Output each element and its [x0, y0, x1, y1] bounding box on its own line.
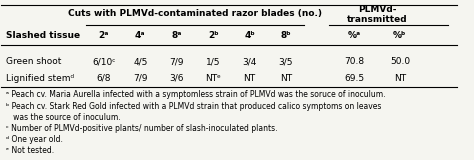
Text: was the source of inoculum.: was the source of inoculum. [6, 113, 120, 122]
Text: 7/9: 7/9 [133, 74, 147, 83]
Text: Lignified stemᵈ: Lignified stemᵈ [6, 74, 74, 83]
Text: %ᵇ: %ᵇ [393, 31, 407, 40]
Text: 7/9: 7/9 [170, 57, 184, 66]
Text: %ᵃ: %ᵃ [348, 31, 361, 40]
Text: 2ᵃ: 2ᵃ [99, 31, 109, 40]
Text: ᵉ Not tested.: ᵉ Not tested. [6, 146, 54, 155]
Text: 8ᵇ: 8ᵇ [281, 31, 292, 40]
Text: NT: NT [280, 74, 292, 83]
Text: 6/10ᶜ: 6/10ᶜ [92, 57, 116, 66]
Text: PLMVd-
transmitted: PLMVd- transmitted [347, 5, 408, 24]
Text: 8ᵃ: 8ᵃ [172, 31, 182, 40]
Text: 70.8: 70.8 [344, 57, 365, 66]
Text: 4ᵇ: 4ᵇ [244, 31, 255, 40]
Text: 2ᵇ: 2ᵇ [208, 31, 219, 40]
Text: 50.0: 50.0 [390, 57, 410, 66]
Text: Slashed tissue: Slashed tissue [6, 31, 80, 40]
Text: 6/8: 6/8 [97, 74, 111, 83]
Text: NTᵉ: NTᵉ [205, 74, 221, 83]
Text: 4/5: 4/5 [133, 57, 147, 66]
Text: 69.5: 69.5 [344, 74, 365, 83]
Text: 3/5: 3/5 [279, 57, 293, 66]
Text: 1/5: 1/5 [206, 57, 220, 66]
Text: ᵃ Peach cv. Maria Aurella infected with a symptomless strain of PLMVd was the so: ᵃ Peach cv. Maria Aurella infected with … [6, 90, 385, 99]
Text: 3/6: 3/6 [170, 74, 184, 83]
Text: NT: NT [394, 74, 406, 83]
Text: ᵇ Peach cv. Stark Red Gold infected with a PLMVd strain that produced calico sym: ᵇ Peach cv. Stark Red Gold infected with… [6, 102, 381, 111]
Text: ᶜ Number of PLMVd-positive plants/ number of slash-inoculated plants.: ᶜ Number of PLMVd-positive plants/ numbe… [6, 124, 277, 133]
Text: 4ᵃ: 4ᵃ [135, 31, 146, 40]
Text: ᵈ One year old.: ᵈ One year old. [6, 135, 63, 144]
Text: Cuts with PLMVd-contaminated razor blades (no.): Cuts with PLMVd-contaminated razor blade… [68, 9, 322, 18]
Text: 3/4: 3/4 [242, 57, 257, 66]
Text: Green shoot: Green shoot [6, 57, 61, 66]
Text: NT: NT [244, 74, 255, 83]
